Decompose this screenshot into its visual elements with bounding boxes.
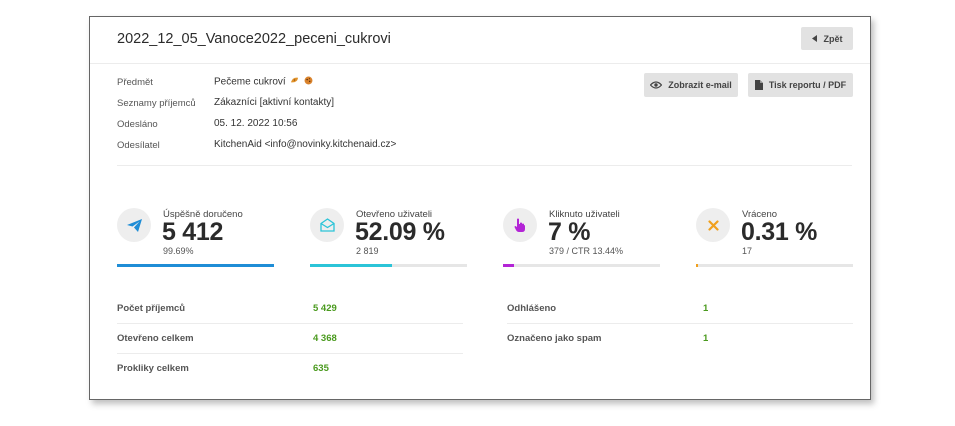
print-report-label: Tisk reportu / PDF <box>768 80 847 90</box>
sent-value: 05. 12. 2022 10:56 <box>214 118 298 129</box>
summary-label: Prokliky celkem <box>117 363 189 374</box>
stat-progress-fill <box>696 264 698 267</box>
stat-subvalue: 99.69% <box>163 246 194 256</box>
view-email-label: Zobrazit e-mail <box>668 80 732 90</box>
divider <box>117 165 852 166</box>
sender-value: KitchenAid <info@novinky.kitchenaid.cz> <box>214 139 397 150</box>
summary-label: Označeno jako spam <box>507 333 602 344</box>
summary-value: 635 <box>313 363 329 374</box>
table-row: Označeno jako spam 1 <box>507 323 853 353</box>
subject-label: Předmět <box>117 77 153 88</box>
eye-icon <box>650 81 663 89</box>
stat-value: 7 % <box>548 218 591 246</box>
open-envelope-icon <box>319 218 335 232</box>
summary-label: Odhlášeno <box>507 303 557 314</box>
cookie-emoji <box>304 76 313 88</box>
subject-text: Pečeme cukroví <box>214 76 286 88</box>
sender-label: Odesílatel <box>117 140 160 151</box>
stat-progress-bar <box>503 264 660 267</box>
cookie-emoji <box>290 76 299 88</box>
stat-label: Úspěšně doručeno <box>163 209 243 220</box>
stat-progress-fill <box>503 264 514 267</box>
stat-progress-fill <box>310 264 392 267</box>
stat-icon-circle <box>503 208 537 242</box>
stat-progress-bar <box>696 264 853 267</box>
summary-value: 1 <box>703 303 709 314</box>
stat-icon-circle <box>310 208 344 242</box>
caret-left-icon <box>811 35 818 42</box>
stat-delivered: Úspěšně doručeno 5 412 99.69% <box>117 206 274 270</box>
lists-label: Seznamy příjemců <box>117 98 196 109</box>
stat-clicked: Kliknuto uživateli 7 % 379 / CTR 13.44% <box>503 206 660 270</box>
summary-value: 5 429 <box>313 303 337 314</box>
stat-icon-circle <box>696 208 730 242</box>
print-report-button[interactable]: Tisk reportu / PDF <box>748 73 853 97</box>
summary-label: Otevřeno celkem <box>117 333 194 344</box>
x-icon <box>707 219 719 231</box>
stat-bounced: Vráceno 0.31 % 17 <box>696 206 853 270</box>
table-row: Otevřeno celkem 4 368 <box>117 323 463 354</box>
stat-subvalue: 379 / CTR 13.44% <box>549 246 624 256</box>
summary-label: Počet příjemců <box>117 303 186 314</box>
page-title: 2022_12_05_Vanoce2022_peceni_cukrovi <box>117 31 391 47</box>
report-header: 2022_12_05_Vanoce2022_peceni_cukrovi Zpě… <box>90 17 870 64</box>
back-button-label: Zpět <box>823 33 843 44</box>
back-button[interactable]: Zpět <box>801 27 853 50</box>
summary-value: 4 368 <box>313 333 337 344</box>
stat-subvalue: 17 <box>742 246 753 256</box>
report-card: 2022_12_05_Vanoce2022_peceni_cukrovi Zpě… <box>89 16 871 400</box>
pointer-hand-icon <box>514 218 526 233</box>
stat-progress-bar <box>310 264 467 267</box>
document-icon <box>754 80 763 90</box>
stat-progress-fill <box>117 264 274 267</box>
sent-label: Odesláno <box>117 119 158 130</box>
stat-value: 5 412 <box>162 218 224 246</box>
stat-subvalue: 2 819 <box>356 246 379 256</box>
lists-value: Zákazníci [aktivní kontakty] <box>214 97 335 108</box>
stat-label: Otevřeno uživateli <box>356 209 433 220</box>
table-row: Prokliky celkem 635 <box>117 353 463 383</box>
table-row: Počet příjemců 5 429 <box>117 293 463 324</box>
stat-opened: Otevřeno uživateli 52.09 % 2 819 <box>310 206 467 270</box>
stat-value: 0.31 % <box>741 218 818 246</box>
summary-value: 1 <box>703 333 709 344</box>
stat-value: 52.09 % <box>355 218 445 246</box>
stat-label: Kliknuto uživateli <box>549 209 620 220</box>
paper-plane-icon <box>126 218 142 232</box>
subject-value: Pečeme cukroví <box>214 76 313 88</box>
view-email-button[interactable]: Zobrazit e-mail <box>644 73 738 97</box>
stat-icon-circle <box>117 208 151 242</box>
table-row: Odhlášeno 1 <box>507 293 853 324</box>
stat-label: Vráceno <box>742 209 778 220</box>
stat-progress-bar <box>117 264 274 267</box>
